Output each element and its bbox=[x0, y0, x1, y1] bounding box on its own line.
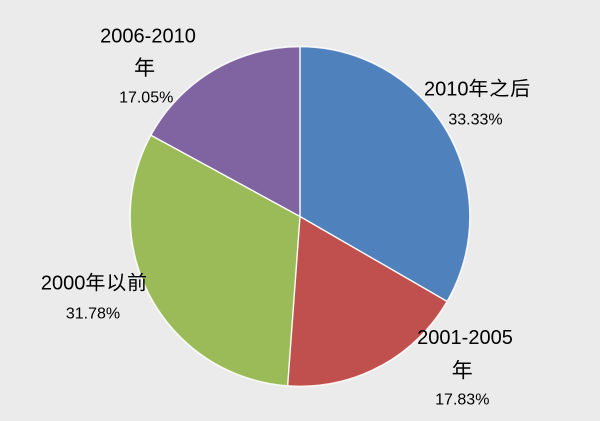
svg-text:17.83%: 17.83% bbox=[435, 392, 489, 409]
svg-text:2000: 2000 bbox=[41, 273, 86, 295]
svg-text:2001-2005: 2001-2005 bbox=[417, 327, 513, 349]
svg-text:2010: 2010 bbox=[424, 79, 469, 101]
svg-text:17.05%: 17.05% bbox=[119, 89, 173, 106]
svg-text:31.78%: 31.78% bbox=[66, 306, 120, 323]
svg-text:2006-2010: 2006-2010 bbox=[100, 26, 196, 48]
svg-text:33.33%: 33.33% bbox=[448, 111, 502, 128]
